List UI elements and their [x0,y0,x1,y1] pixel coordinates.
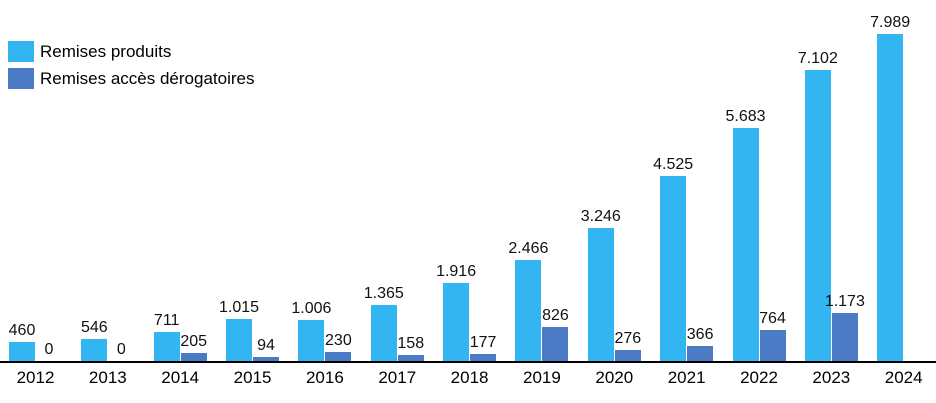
bar-remises-produits [81,339,108,361]
bar-remises-acces-derogatoires [542,327,569,361]
bar-remises-produits [732,128,759,361]
bar-remises-acces-derogatoires [831,313,858,361]
value-label: 230 [325,332,352,349]
value-label: 764 [759,310,786,327]
bar-remises-produits [515,260,542,361]
value-label: 1.173 [824,293,865,310]
bar-remises-acces-derogatoires [397,355,424,361]
value-label: 546 [80,319,108,336]
bar-remises-produits [443,283,470,361]
legend-label: Remises accès dérogatoires [40,68,255,88]
x-tick-label: 2014 [161,368,200,387]
value-label: 366 [686,326,714,343]
value-label: 5.683 [725,108,766,125]
chart-legend: Remises produits Remises accès dérogatoi… [8,41,254,95]
bar-remises-produits [226,319,253,361]
x-tick-label: 2016 [305,368,344,387]
value-label: 3.246 [580,208,621,225]
value-label: 2.466 [508,240,549,257]
value-label: 177 [469,334,497,351]
x-tick-label: 2017 [378,368,417,387]
bar-remises-acces-derogatoires [253,357,280,361]
bar-remises-produits [370,305,397,361]
value-label: 1.365 [363,285,404,302]
bar-remises-acces-derogatoires [759,330,786,361]
x-tick-label: 2018 [450,368,489,387]
x-axis-line [0,361,936,363]
x-tick-label: 2013 [88,368,127,387]
bar-remises-acces-derogatoires [687,346,714,361]
value-label: 1.015 [219,299,260,316]
legend-swatch-remises-produits [8,41,34,62]
x-tick-label: 2012 [16,368,55,387]
legend-swatch-remises-acces-derogatoires [8,68,34,89]
value-label: 1.916 [436,263,477,280]
x-tick-label: 2019 [523,368,561,387]
legend-label: Remises produits [40,41,172,61]
bar-remises-acces-derogatoires [325,352,352,361]
value-label: 711 [153,312,180,329]
bar-remises-produits [804,70,831,361]
value-label: 94 [257,337,275,354]
value-label: 1.006 [291,300,332,317]
value-label: 7.989 [870,14,911,31]
bar-remises-produits [298,320,325,361]
x-tick-label: 2024 [884,368,923,387]
bar-remises-acces-derogatoires [614,350,641,361]
bar-remises-produits [660,176,687,361]
legend-item-remises-acces-derogatoires: Remises accès dérogatoires [8,68,254,89]
bar-remises-produits [587,228,614,361]
bar-remises-acces-derogatoires [470,354,497,361]
value-label: 826 [542,307,569,324]
x-tick-label: 2021 [667,368,706,387]
value-label: 0 [44,341,54,358]
value-label: 4.525 [653,156,694,173]
value-label: 0 [116,341,126,358]
value-label: 205 [180,333,208,350]
legend-item-remises-produits: Remises produits [8,41,254,62]
x-tick-label: 2015 [233,368,272,387]
value-label: 158 [397,335,425,352]
value-label: 7.102 [797,50,838,67]
bar-remises-produits [153,332,180,361]
bar-remises-acces-derogatoires [180,353,207,361]
x-tick-label: 2022 [740,368,778,387]
value-label: 276 [614,330,642,347]
x-tick-label: 2020 [595,368,634,387]
bar-remises-produits [877,34,904,361]
value-label: 460 [8,322,36,339]
bar-remises-produits [9,342,35,361]
x-tick-label: 2023 [812,368,851,387]
